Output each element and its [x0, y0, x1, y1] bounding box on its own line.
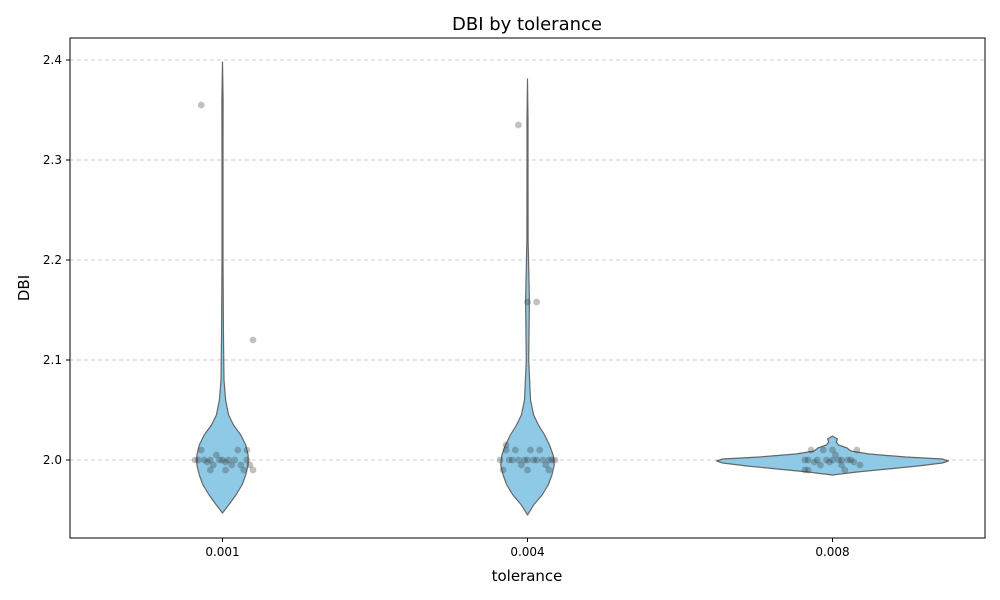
- data-point: [219, 456, 226, 464]
- chart-title: DBI by tolerance: [452, 14, 602, 35]
- y-tick-label: 2.4: [43, 53, 62, 67]
- data-point: [521, 456, 528, 464]
- violin-0.001: [196, 61, 249, 514]
- x-tick-label: 0.008: [815, 545, 849, 559]
- data-point: [816, 461, 824, 469]
- data-point: [527, 446, 534, 454]
- data-point: [194, 456, 202, 464]
- data-point: [804, 466, 812, 474]
- x-tick-label: 0.001: [205, 545, 239, 559]
- data-point: [826, 458, 833, 466]
- data-point: [515, 121, 522, 129]
- data-point: [518, 461, 525, 469]
- data-point: [213, 451, 220, 459]
- data-point: [206, 456, 214, 464]
- data-point: [502, 446, 510, 454]
- data-point: [499, 466, 507, 474]
- data-point: [542, 461, 550, 469]
- data-point: [228, 461, 236, 469]
- data-point: [829, 446, 836, 454]
- data-point: [838, 461, 845, 469]
- data-point: [853, 446, 861, 454]
- data-point: [197, 446, 205, 454]
- data-point: [243, 446, 251, 454]
- x-tick-label: 0.004: [510, 545, 544, 559]
- data-point: [197, 101, 205, 109]
- data-point: [191, 456, 199, 464]
- x-axis-label: tolerance: [492, 567, 563, 585]
- violins: [196, 61, 949, 516]
- data-point: [249, 466, 257, 474]
- data-point: [804, 456, 812, 464]
- data-point: [524, 456, 531, 464]
- axis-ticks: 2.0 2.1 2.2 2.3 2.4 0.001 0.004 0.008: [43, 53, 850, 559]
- data-point: [237, 461, 245, 469]
- data-point: [539, 456, 547, 464]
- data-point: [243, 456, 251, 464]
- data-point: [209, 461, 217, 469]
- data-point: [511, 446, 519, 454]
- data-point: [231, 456, 239, 464]
- data-point: [832, 451, 839, 459]
- data-point: [234, 446, 242, 454]
- data-point: [222, 458, 230, 466]
- data-point: [225, 456, 233, 464]
- data-points: [191, 101, 864, 474]
- data-point: [838, 456, 845, 464]
- data-point: [807, 446, 815, 454]
- data-point: [249, 336, 257, 344]
- y-tick-label: 2.1: [43, 353, 62, 367]
- data-point: [508, 456, 516, 464]
- data-point: [200, 456, 208, 464]
- data-point: [536, 446, 544, 454]
- data-point: [801, 456, 809, 464]
- data-point: [844, 456, 852, 464]
- data-point: [203, 458, 211, 466]
- data-point: [545, 456, 553, 464]
- violin-0.008: [716, 435, 949, 476]
- data-point: [246, 461, 254, 469]
- data-point: [524, 466, 531, 474]
- data-point: [850, 458, 858, 466]
- data-point: [823, 456, 830, 464]
- data-point: [847, 456, 855, 464]
- y-tick-label: 2.3: [43, 153, 62, 167]
- data-point: [496, 456, 504, 464]
- data-point: [515, 456, 522, 464]
- violin-0.004: [500, 78, 555, 516]
- data-point: [240, 466, 248, 474]
- data-point: [533, 456, 540, 464]
- data-point: [530, 456, 537, 464]
- y-tick-label: 2.2: [43, 253, 62, 267]
- data-point: [820, 446, 827, 454]
- data-point: [801, 466, 809, 474]
- data-point: [502, 441, 510, 449]
- data-point: [533, 298, 540, 306]
- data-point: [810, 458, 818, 466]
- y-axis-label: DBI: [15, 275, 33, 301]
- data-point: [524, 298, 531, 306]
- data-point: [835, 456, 842, 464]
- data-point: [505, 456, 513, 464]
- data-point: [841, 466, 849, 474]
- data-point: [548, 456, 556, 464]
- y-tick-label: 2.0: [43, 453, 62, 467]
- data-point: [216, 456, 223, 464]
- data-point: [222, 466, 230, 474]
- data-point: [856, 461, 864, 469]
- data-point: [829, 456, 836, 464]
- data-point: [813, 456, 821, 464]
- data-point: [551, 456, 559, 464]
- data-point: [545, 466, 553, 474]
- data-point: [206, 466, 214, 474]
